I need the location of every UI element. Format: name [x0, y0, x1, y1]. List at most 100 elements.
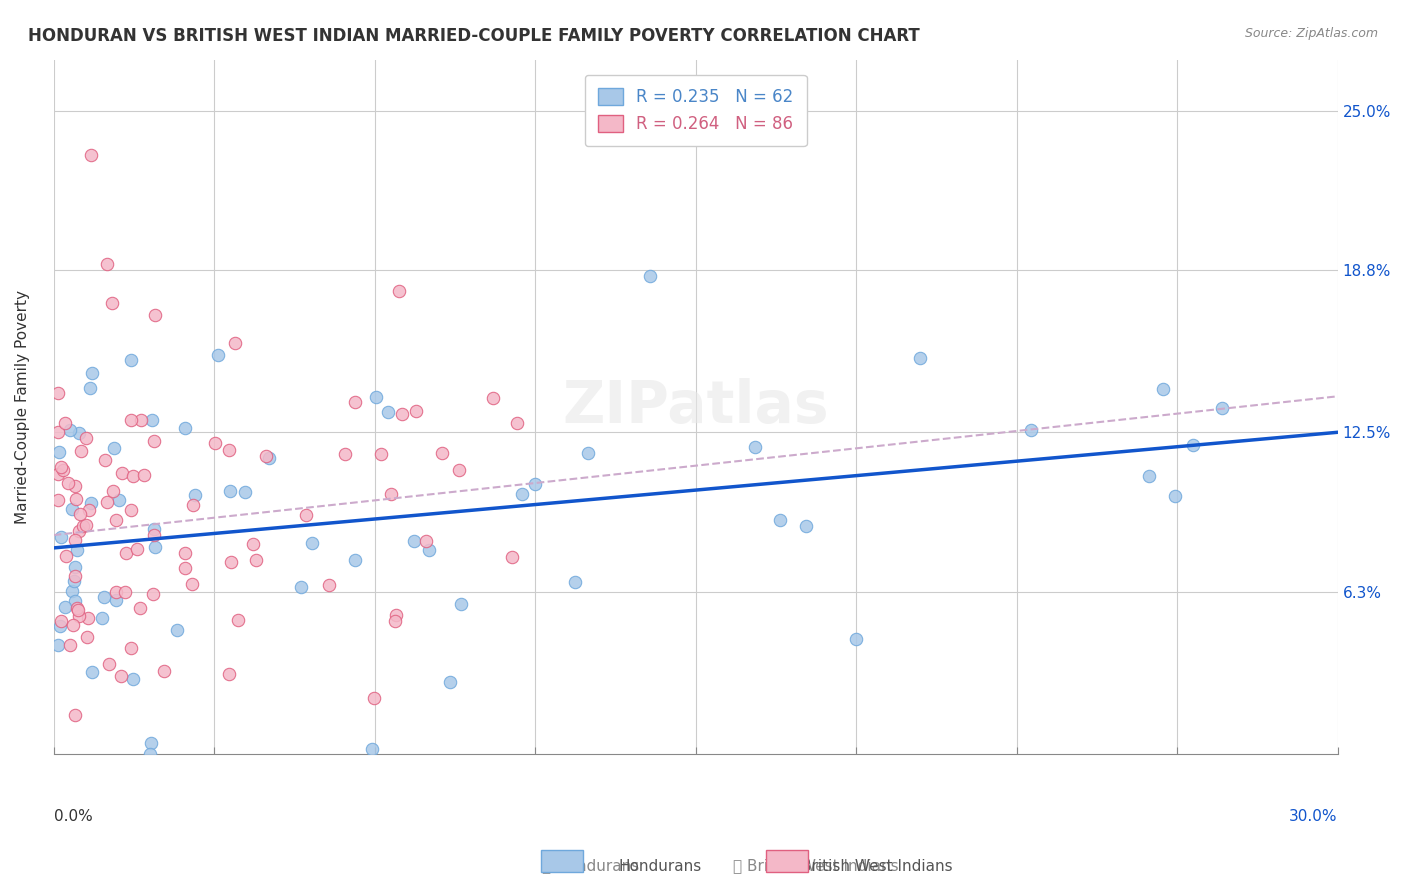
British West Indians	[384, 615, 406, 629]
Hondurans	[219, 483, 242, 498]
British West Indians	[226, 613, 249, 627]
British West Indians	[181, 498, 204, 512]
British West Indians	[343, 394, 366, 409]
Hondurans	[67, 425, 90, 440]
British West Indians	[120, 413, 142, 427]
Hondurans	[107, 493, 129, 508]
British West Indians	[218, 666, 240, 681]
British West Indians	[105, 585, 128, 599]
British West Indians	[447, 463, 470, 477]
Hondurans	[143, 540, 166, 554]
British West Indians	[58, 476, 80, 491]
Hondurans	[1152, 382, 1174, 396]
British West Indians	[405, 404, 427, 418]
Hondurans	[62, 574, 84, 588]
British West Indians	[385, 608, 408, 623]
Hondurans	[49, 530, 72, 544]
British West Indians	[506, 416, 529, 430]
Hondurans	[60, 583, 83, 598]
Text: ⬛ Hondurans: ⬛ Hondurans	[541, 858, 640, 872]
Hondurans	[207, 348, 229, 362]
Hondurans	[142, 522, 165, 536]
Hondurans	[377, 405, 399, 419]
British West Indians	[49, 460, 72, 475]
British West Indians	[114, 585, 136, 599]
British West Indians	[120, 641, 142, 656]
British West Indians	[46, 467, 69, 481]
Hondurans	[65, 560, 87, 574]
British West Indians	[388, 284, 411, 298]
Hondurans	[174, 421, 197, 435]
Hondurans	[82, 367, 104, 381]
British West Indians	[153, 664, 176, 678]
British West Indians	[75, 518, 97, 533]
British West Indians	[129, 413, 152, 427]
Hondurans	[183, 488, 205, 502]
British West Indians	[66, 603, 89, 617]
Legend: R = 0.235   N = 62, R = 0.264   N = 86: R = 0.235 N = 62, R = 0.264 N = 86	[585, 75, 807, 146]
British West Indians	[380, 487, 402, 501]
Hondurans	[301, 536, 323, 550]
British West Indians	[62, 617, 84, 632]
British West Indians	[75, 432, 97, 446]
Hondurans	[141, 736, 163, 750]
Hondurans	[640, 268, 662, 283]
British West Indians	[143, 308, 166, 322]
Hondurans	[104, 593, 127, 607]
Hondurans	[49, 618, 72, 632]
Hondurans	[120, 353, 142, 368]
Hondurans	[439, 674, 461, 689]
British West Indians	[128, 601, 150, 615]
Hondurans	[48, 445, 70, 459]
British West Indians	[70, 444, 93, 458]
British West Indians	[111, 466, 134, 480]
British West Indians	[122, 469, 145, 483]
British West Indians	[174, 547, 197, 561]
British West Indians	[63, 533, 86, 547]
British West Indians	[63, 478, 86, 492]
Hondurans	[46, 638, 69, 652]
British West Indians	[96, 257, 118, 271]
British West Indians	[501, 549, 523, 564]
Hondurans	[1211, 401, 1233, 416]
British West Indians	[245, 553, 267, 567]
Hondurans	[404, 533, 426, 548]
British West Indians	[67, 609, 90, 624]
British West Indians	[69, 524, 91, 538]
British West Indians	[132, 468, 155, 483]
British West Indians	[53, 416, 76, 430]
Hondurans	[564, 575, 586, 590]
British West Indians	[77, 611, 100, 625]
British West Indians	[49, 614, 72, 628]
British West Indians	[143, 528, 166, 542]
British West Indians	[363, 691, 385, 706]
British West Indians	[80, 147, 103, 161]
British West Indians	[432, 446, 454, 460]
Hondurans	[79, 496, 101, 510]
British West Indians	[120, 503, 142, 517]
Hondurans	[290, 580, 312, 594]
British West Indians	[295, 508, 318, 523]
Hondurans	[60, 501, 83, 516]
British West Indians	[101, 484, 124, 499]
British West Indians	[76, 630, 98, 644]
British West Indians	[204, 436, 226, 450]
Y-axis label: Married-Couple Family Poverty: Married-Couple Family Poverty	[15, 290, 30, 524]
British West Indians	[254, 450, 277, 464]
British West Indians	[242, 537, 264, 551]
British West Indians	[125, 542, 148, 557]
Text: ZIPatlas: ZIPatlas	[562, 378, 830, 435]
British West Indians	[333, 447, 356, 461]
Hondurans	[418, 543, 440, 558]
Hondurans	[59, 424, 82, 438]
British West Indians	[142, 587, 165, 601]
Hondurans	[233, 485, 256, 500]
British West Indians	[173, 561, 195, 575]
Hondurans	[744, 440, 766, 454]
Text: 30.0%: 30.0%	[1289, 809, 1337, 824]
British West Indians	[65, 492, 87, 507]
Hondurans	[66, 543, 89, 558]
British West Indians	[224, 336, 246, 351]
Text: HONDURAN VS BRITISH WEST INDIAN MARRIED-COUPLE FAMILY POVERTY CORRELATION CHART: HONDURAN VS BRITISH WEST INDIAN MARRIED-…	[28, 27, 920, 45]
British West Indians	[105, 513, 128, 527]
